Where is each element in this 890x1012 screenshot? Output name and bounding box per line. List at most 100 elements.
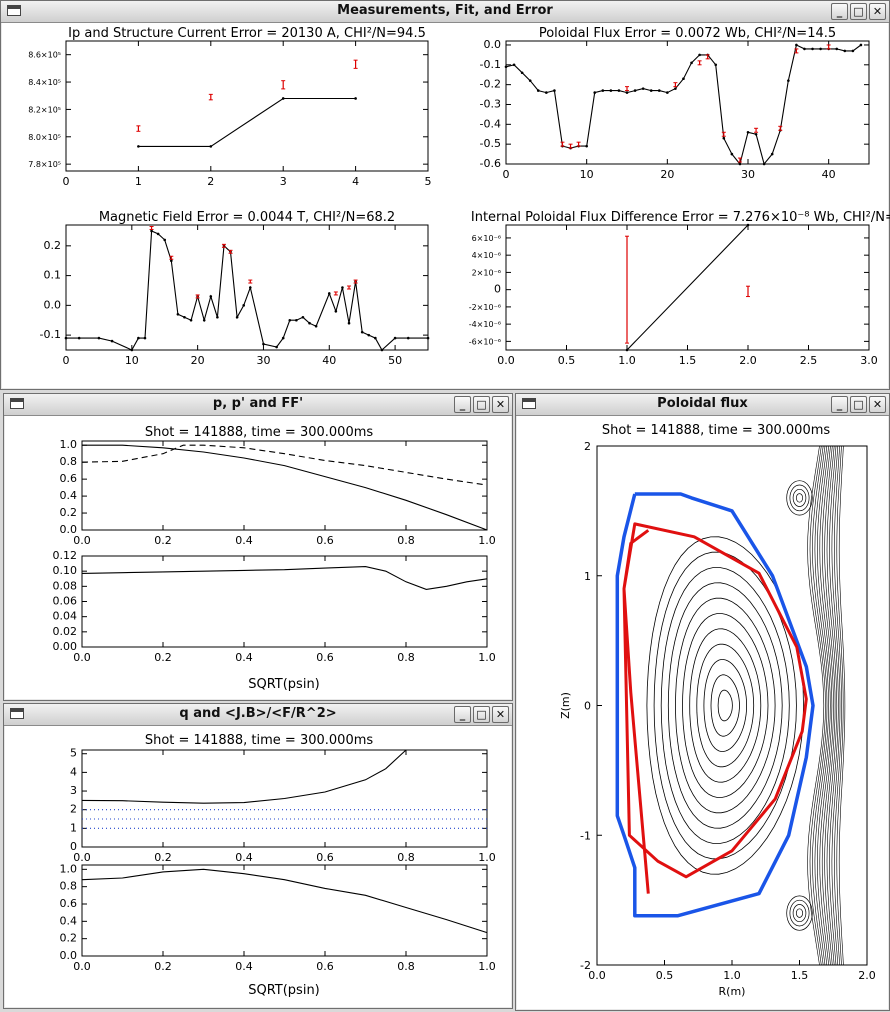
y-tick-label: 8.2×10⁵ bbox=[28, 105, 61, 114]
fit-point bbox=[347, 321, 351, 325]
fit-point bbox=[150, 229, 153, 233]
x-tick-label: 0.6 bbox=[316, 960, 334, 973]
minimize-button[interactable]: _ bbox=[454, 396, 471, 413]
y-tick-label: 0.8 bbox=[60, 880, 78, 893]
y-tick-label: -0.1 bbox=[480, 58, 501, 71]
x-tick-label: 0.2 bbox=[154, 534, 172, 547]
fit-point bbox=[426, 336, 430, 340]
y-tick-label: -6×10⁻⁶ bbox=[469, 337, 501, 346]
x-tick-label: 1.0 bbox=[478, 851, 496, 864]
y-tick-label: 1 bbox=[584, 570, 591, 583]
plot-frame bbox=[65, 40, 429, 172]
fit-point bbox=[649, 89, 653, 92]
close-button[interactable]: ✕ bbox=[869, 396, 886, 413]
fit-point bbox=[633, 89, 637, 92]
measurement-point bbox=[208, 93, 213, 101]
measurement-point bbox=[625, 235, 629, 344]
y-tick-label: 1 bbox=[70, 821, 77, 834]
close-button[interactable]: ✕ bbox=[492, 396, 509, 413]
p-profile-chart: 0.0 0.2 0.4 0.6 0.8 1.0 0.0 0.2 0.4 0.6 0.8 1.0 bbox=[60, 438, 496, 547]
open-field-line bbox=[826, 445, 838, 966]
fit-point bbox=[314, 324, 318, 328]
fit-point bbox=[275, 345, 278, 349]
y-axis-label: Z(m) bbox=[559, 692, 572, 719]
fit-point bbox=[520, 71, 524, 75]
flux-contour bbox=[653, 551, 797, 860]
fit-point bbox=[730, 152, 734, 156]
measurements-titlebar[interactable]: Measurements, Fit, and Error _ □ ✕ bbox=[1, 1, 889, 23]
shot-label: Shot = 141888, time = 300.000ms bbox=[602, 423, 831, 438]
window-menu-icon[interactable] bbox=[10, 708, 24, 719]
y-tick-label: 0.10 bbox=[53, 564, 78, 577]
measurement-point bbox=[576, 141, 581, 147]
x-tick-label: 0.8 bbox=[397, 851, 415, 864]
x-tick-label: 30 bbox=[741, 168, 755, 181]
q-titlebar[interactable]: q and <J.B>/<F/R^2> _ □ ✕ bbox=[4, 704, 512, 726]
maximize-button[interactable]: □ bbox=[850, 396, 867, 413]
fit-point bbox=[666, 91, 669, 94]
profiles-plots: Shot = 141888, time = 300.000ms 0.0 0.2 0.… bbox=[53, 425, 496, 692]
x-tick-label: 2 bbox=[207, 175, 214, 188]
x-tick-label: 0.0 bbox=[73, 651, 91, 664]
x-tick-label: 40 bbox=[822, 168, 836, 181]
coil-flux-contour bbox=[792, 904, 807, 923]
close-button[interactable]: ✕ bbox=[492, 706, 509, 723]
flux-contour bbox=[660, 567, 790, 844]
x-tick-label: 20 bbox=[660, 168, 674, 181]
y-tick-label: 8.4×10⁵ bbox=[28, 78, 61, 87]
q-title: q and <J.B>/<F/R^2> bbox=[179, 706, 337, 721]
maximize-button[interactable]: □ bbox=[473, 396, 490, 413]
x-tick-label: 0.2 bbox=[154, 651, 172, 664]
shot-label: Shot = 141888, time = 300.000ms bbox=[145, 733, 374, 748]
y-tick-label: 0.08 bbox=[53, 579, 78, 592]
measurement-point bbox=[673, 82, 678, 88]
x-tick-label: 0.6 bbox=[316, 651, 334, 664]
fit-point bbox=[553, 89, 556, 92]
x-tick-label: 0 bbox=[503, 168, 510, 181]
coil-flux-contour bbox=[786, 480, 813, 516]
open-field-line bbox=[821, 445, 834, 966]
fit-point bbox=[859, 43, 863, 47]
fit-point bbox=[698, 53, 701, 57]
window-menu-icon[interactable] bbox=[7, 5, 21, 16]
x-tick-label: 0 bbox=[63, 175, 70, 188]
coil-flux-contour bbox=[795, 493, 804, 503]
x-tick-label: 0.8 bbox=[397, 651, 415, 664]
measurement-point bbox=[754, 127, 759, 133]
shot-label: Shot = 141888, time = 300.000ms bbox=[145, 425, 374, 440]
fit-point bbox=[393, 336, 397, 340]
fit-point bbox=[738, 162, 742, 166]
minimize-button[interactable]: _ bbox=[454, 706, 471, 723]
close-button[interactable]: ✕ bbox=[869, 3, 886, 20]
maximize-button[interactable]: □ bbox=[473, 706, 490, 723]
y-tick-label: 4 bbox=[70, 765, 77, 778]
y-tick-label: 0 bbox=[584, 700, 591, 713]
x-tick-label: 0.4 bbox=[235, 534, 253, 547]
plasma-boundary bbox=[622, 522, 808, 894]
flux-titlebar[interactable]: Poloidal flux _ □ ✕ bbox=[516, 394, 889, 416]
window-menu-icon[interactable] bbox=[522, 398, 536, 409]
y-tick-label: -0.6 bbox=[480, 157, 501, 170]
x-tick-label: 2.0 bbox=[858, 969, 876, 982]
maximize-button[interactable]: □ bbox=[850, 3, 867, 20]
fit-point bbox=[156, 232, 160, 236]
fit-point bbox=[262, 342, 265, 346]
fit-point bbox=[110, 339, 114, 343]
flux-title: Poloidal flux bbox=[657, 396, 748, 411]
fit-point bbox=[360, 330, 364, 334]
minimize-button[interactable]: _ bbox=[831, 396, 848, 413]
minimize-button[interactable]: _ bbox=[831, 3, 848, 20]
profiles-titlebar[interactable]: p, p' and FF' _ □ ✕ bbox=[4, 394, 512, 416]
y-tick-label: 0.0 bbox=[484, 38, 502, 51]
x-tick-label: 40 bbox=[322, 354, 336, 367]
x-tick-label: 5 bbox=[425, 175, 432, 188]
y-tick-label: 0.8 bbox=[60, 455, 78, 468]
x-tick-label: 0.8 bbox=[397, 534, 415, 547]
fit-point bbox=[787, 79, 790, 82]
profiles-window: p, p' and FF' _ □ ✕ Shot = 141888, time … bbox=[3, 393, 513, 701]
y-tick-label: 0.6 bbox=[60, 472, 78, 485]
fit-point bbox=[528, 79, 532, 82]
window-menu-icon[interactable] bbox=[10, 398, 24, 409]
x-tick-label: 0.6 bbox=[316, 851, 334, 864]
open-field-line bbox=[812, 445, 828, 966]
